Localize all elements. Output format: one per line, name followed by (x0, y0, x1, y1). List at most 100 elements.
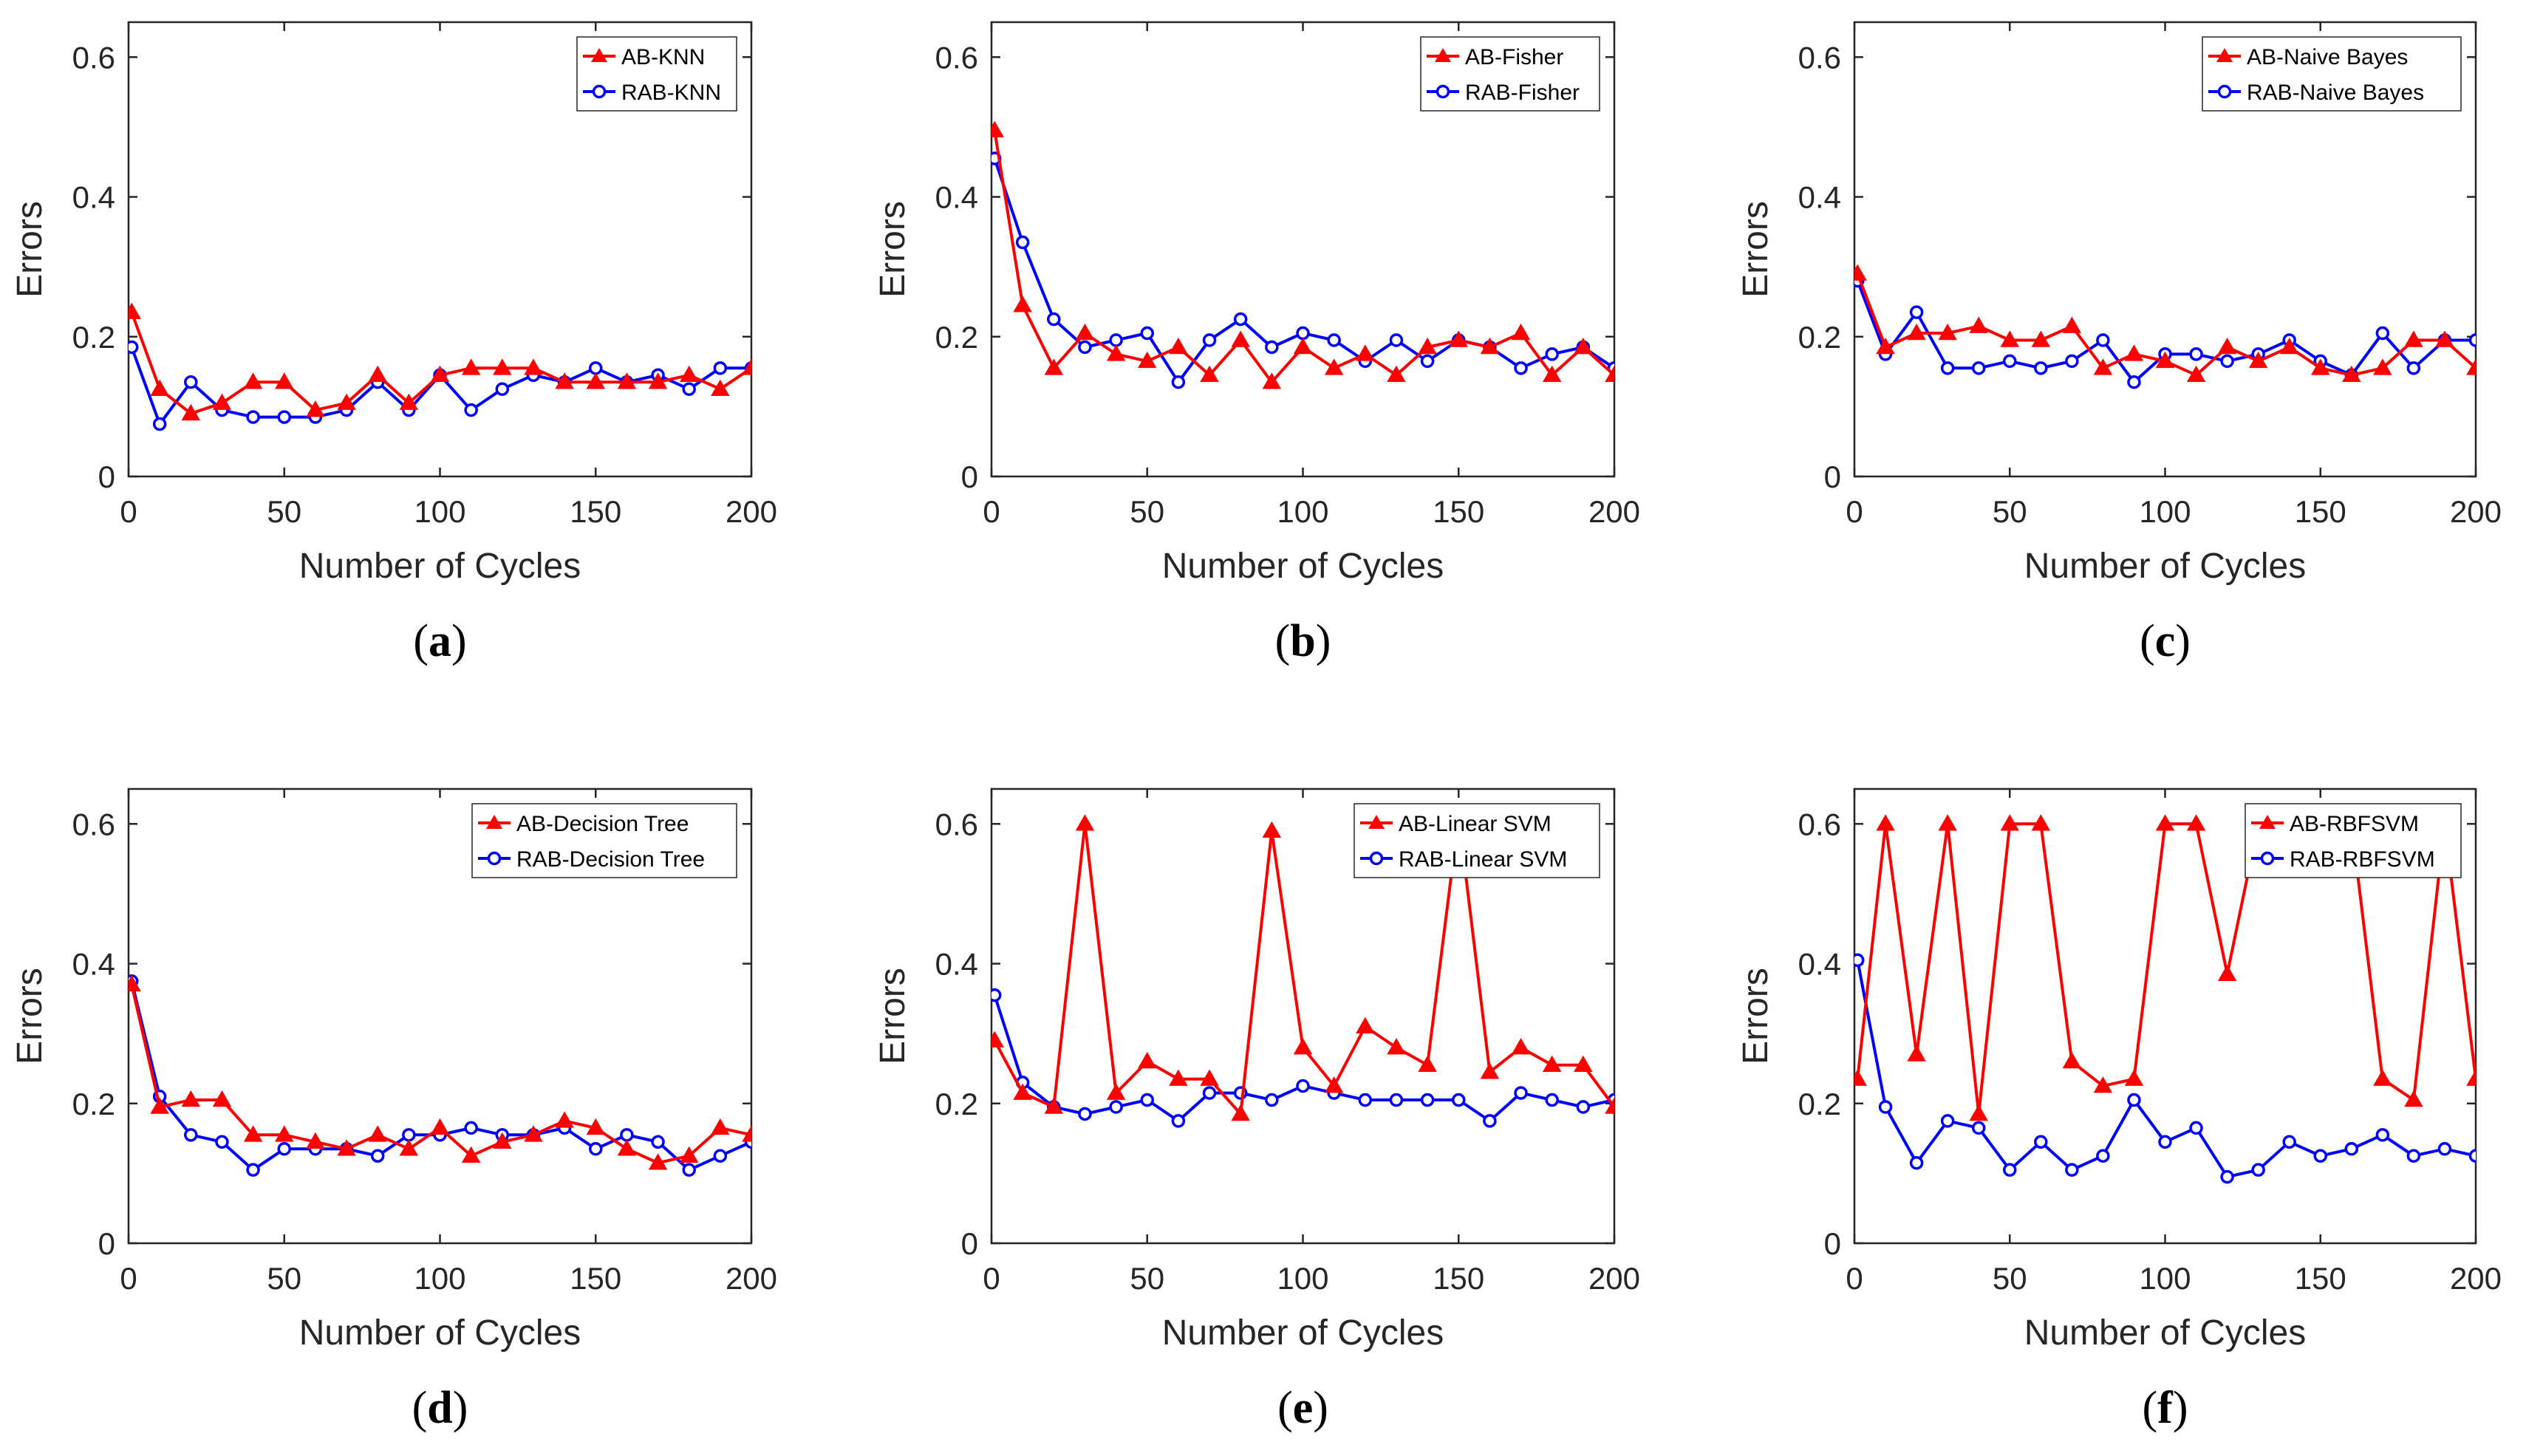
data-point (337, 393, 356, 410)
data-point (1202, 1086, 1217, 1100)
y-tick-label: 0.2 (935, 1087, 978, 1121)
legend-marker (2217, 84, 2232, 99)
data-point (1140, 326, 1154, 341)
x-tick-label: 50 (1130, 494, 1164, 529)
data-point (1047, 312, 1061, 327)
data-point (1356, 1016, 1375, 1033)
data-point (1169, 337, 1188, 355)
data-point (2093, 358, 2113, 375)
data-point (1169, 1069, 1188, 1086)
x-tick-label: 100 (414, 494, 465, 529)
data-point (1420, 1093, 1435, 1107)
data-point (1265, 340, 1279, 355)
y-tick-label: 0 (961, 459, 978, 494)
data-point (493, 358, 512, 375)
legend-label: RAB-Naive Bayes (2247, 81, 2424, 105)
data-point (2158, 1135, 2172, 1149)
data-point (2279, 337, 2299, 355)
data-point (337, 1139, 356, 1156)
legend-label: AB-Naive Bayes (2247, 45, 2408, 69)
data-point (1574, 337, 1593, 355)
y-tick-label: 0.4 (935, 947, 978, 982)
x-tick-label: 100 (1277, 1261, 1328, 1296)
data-point (2404, 330, 2423, 347)
legend-label: RAB-Fisher (1465, 81, 1580, 105)
x-tick-label: 0 (983, 1261, 1000, 1296)
data-point (1449, 330, 1468, 347)
series-RAB-RBFSVM (1854, 953, 2476, 1184)
data-point (679, 365, 699, 383)
data-point (399, 1139, 419, 1156)
data-point (586, 372, 605, 389)
x-axis-label: Number of Cycles (299, 1313, 581, 1353)
data-point (2248, 351, 2268, 369)
x-tick-label: 50 (1993, 1261, 2027, 1296)
y-axis-label: Errors (10, 201, 50, 298)
chart-panel-b: 0 50 100 150 200 0 0.2 0.4 0.6 Number of Cycles Er… (873, 21, 1640, 666)
legend: AB-KNN RAB-KNN (576, 36, 737, 112)
legend: AB-Decision Tree RAB-Decision Tree (471, 803, 737, 878)
data-point (1542, 365, 1562, 383)
data-point (1876, 814, 1895, 831)
y-tick-label: 0.6 (1798, 807, 1841, 841)
data-point (589, 1142, 603, 1156)
data-point (1296, 326, 1310, 341)
data-point (2003, 1163, 2017, 1177)
data-point (1854, 264, 1867, 281)
data-point (2124, 344, 2144, 361)
series-RAB-Fisher (991, 151, 1614, 389)
x-tick-label: 150 (1433, 1261, 1484, 1296)
data-point (1854, 1069, 1867, 1086)
data-point (495, 382, 510, 396)
panel-label: (b) (1275, 616, 1331, 666)
data-point (1605, 1097, 1614, 1114)
data-point (246, 410, 260, 424)
data-point (368, 1125, 387, 1142)
x-tick-label: 200 (1588, 1261, 1640, 1296)
data-point (150, 1097, 169, 1114)
legend: AB-Fisher RAB-Fisher (1420, 36, 1600, 112)
series-AB-Decision Tree (129, 974, 751, 1170)
plot-area (129, 302, 751, 431)
data-point (1574, 1055, 1593, 1072)
panel-label: (d) (412, 1383, 468, 1433)
legend: AB-Naive Bayes RAB-Naive Bayes (2202, 36, 2462, 112)
data-point (2435, 330, 2454, 347)
data-point (277, 1142, 291, 1156)
data-point (1418, 337, 1437, 355)
plot-area (991, 807, 1614, 1128)
y-axis-label: Errors (10, 968, 50, 1064)
data-point (1138, 1051, 1157, 1069)
data-point (243, 1125, 263, 1142)
data-point (1296, 1079, 1310, 1093)
data-point (212, 1090, 232, 1107)
y-axis-label: Errors (873, 201, 912, 298)
data-point (2189, 1121, 2203, 1135)
data-point (129, 974, 141, 992)
data-point (648, 1153, 668, 1170)
data-point (2437, 1142, 2452, 1156)
data-point (493, 1132, 512, 1149)
series-RAB-Decision Tree (129, 974, 751, 1177)
legend-marker (486, 815, 502, 829)
x-tick-label: 50 (267, 1261, 301, 1296)
series-line (993, 994, 1614, 1123)
series-AB-Naive Bayes (1854, 264, 2476, 383)
data-point (2062, 1051, 2082, 1069)
data-point (277, 410, 291, 424)
data-point (1389, 1093, 1404, 1107)
data-point (1044, 1097, 1064, 1114)
chart-panel-c: 0 50 100 150 200 0 0.2 0.4 0.6 Number of Cycles Er… (1736, 21, 2502, 666)
data-point (713, 361, 728, 375)
y-axis-label: Errors (1736, 968, 1775, 1064)
legend-marker (592, 84, 607, 99)
data-point (1358, 1093, 1373, 1107)
data-point (2466, 1069, 2476, 1086)
data-point (2062, 316, 2082, 333)
data-point (402, 1128, 416, 1142)
data-point (2127, 375, 2141, 389)
data-point (1075, 324, 1095, 341)
x-tick-label: 200 (726, 1261, 777, 1296)
data-point (2096, 1149, 2110, 1163)
